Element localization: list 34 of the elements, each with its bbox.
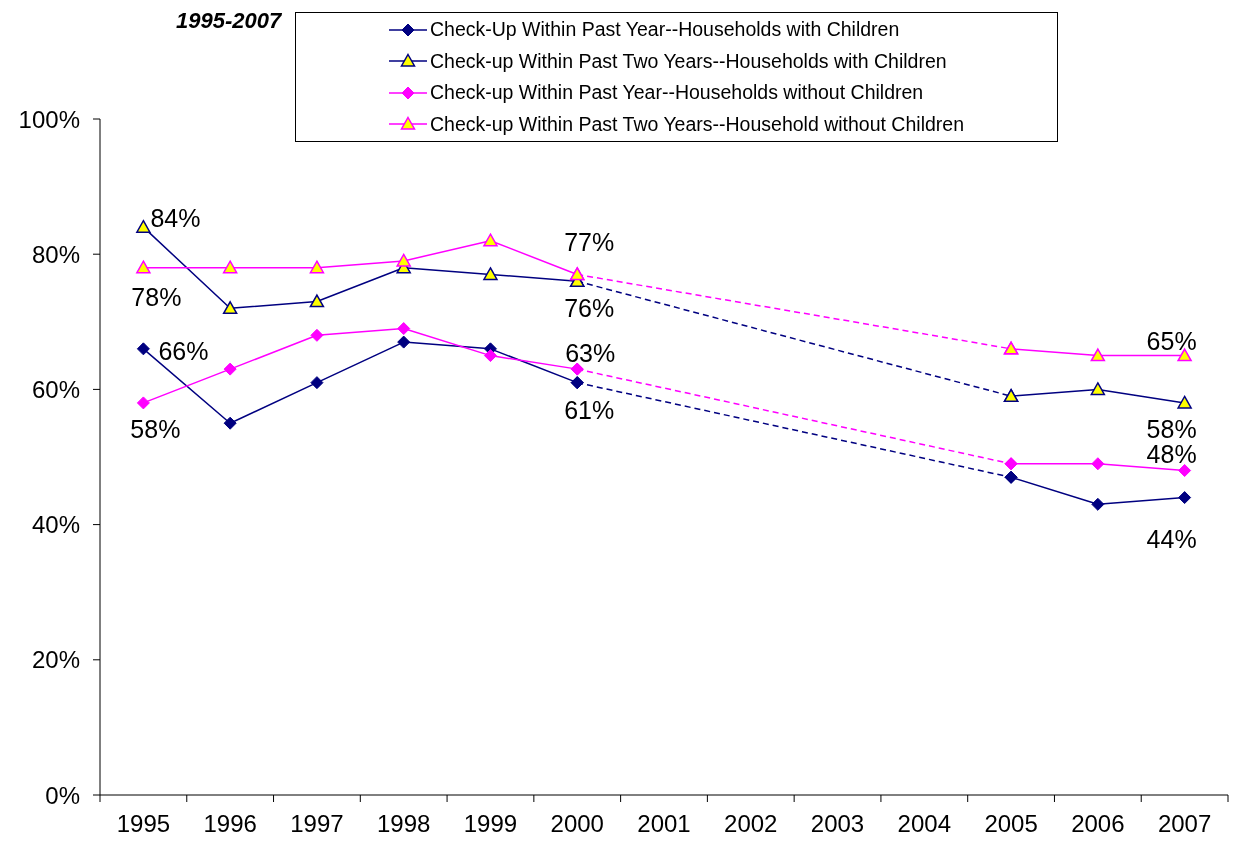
data-label: 44%: [1146, 524, 1197, 553]
x-tick-label: 2005: [984, 810, 1038, 837]
x-tick-label: 1995: [116, 810, 171, 837]
y-tick-label: 40%: [31, 511, 80, 539]
data-label: 78%: [131, 282, 182, 311]
x-tick-label: 2001: [637, 810, 691, 837]
y-tick-label: 60%: [31, 375, 80, 403]
x-tick-label: 1996: [203, 810, 257, 837]
data-label: 76%: [564, 294, 615, 323]
x-tick-label: 2004: [897, 810, 951, 837]
x-tick-label: 1998: [377, 810, 431, 837]
data-label: 58%: [130, 414, 181, 443]
data-label: 77%: [564, 228, 615, 257]
x-tick-label: 1997: [290, 810, 344, 837]
x-tick-label: 2000: [550, 810, 604, 837]
data-label: 84%: [150, 204, 201, 233]
data-label: 65%: [1146, 326, 1197, 355]
x-tick-label: 2006: [1071, 810, 1125, 837]
x-tick-label: 1999: [463, 810, 518, 837]
legend-label: Check-up Within Past Two Years--Households with Children: [430, 49, 947, 73]
y-tick-label: 100%: [18, 105, 80, 133]
x-tick-label: 2002: [724, 810, 778, 837]
data-label: 61%: [564, 395, 615, 424]
y-tick-label: 20%: [31, 646, 80, 674]
data-label: 66%: [158, 336, 209, 365]
chart-title: 1995-2007: [176, 8, 282, 34]
y-tick-label: 80%: [31, 240, 80, 268]
y-tick-label: 0%: [45, 781, 80, 809]
x-tick-label: 2007: [1157, 810, 1212, 837]
data-label: 63%: [565, 339, 616, 368]
legend-label: Check-up Within Past Two Years--Household without Children: [430, 112, 964, 136]
x-tick-label: 2003: [810, 810, 865, 837]
legend-label: Check-up Within Past Year--Households without Children: [430, 81, 924, 105]
legend-label: Check-Up Within Past Year--Households with Children: [430, 18, 900, 42]
